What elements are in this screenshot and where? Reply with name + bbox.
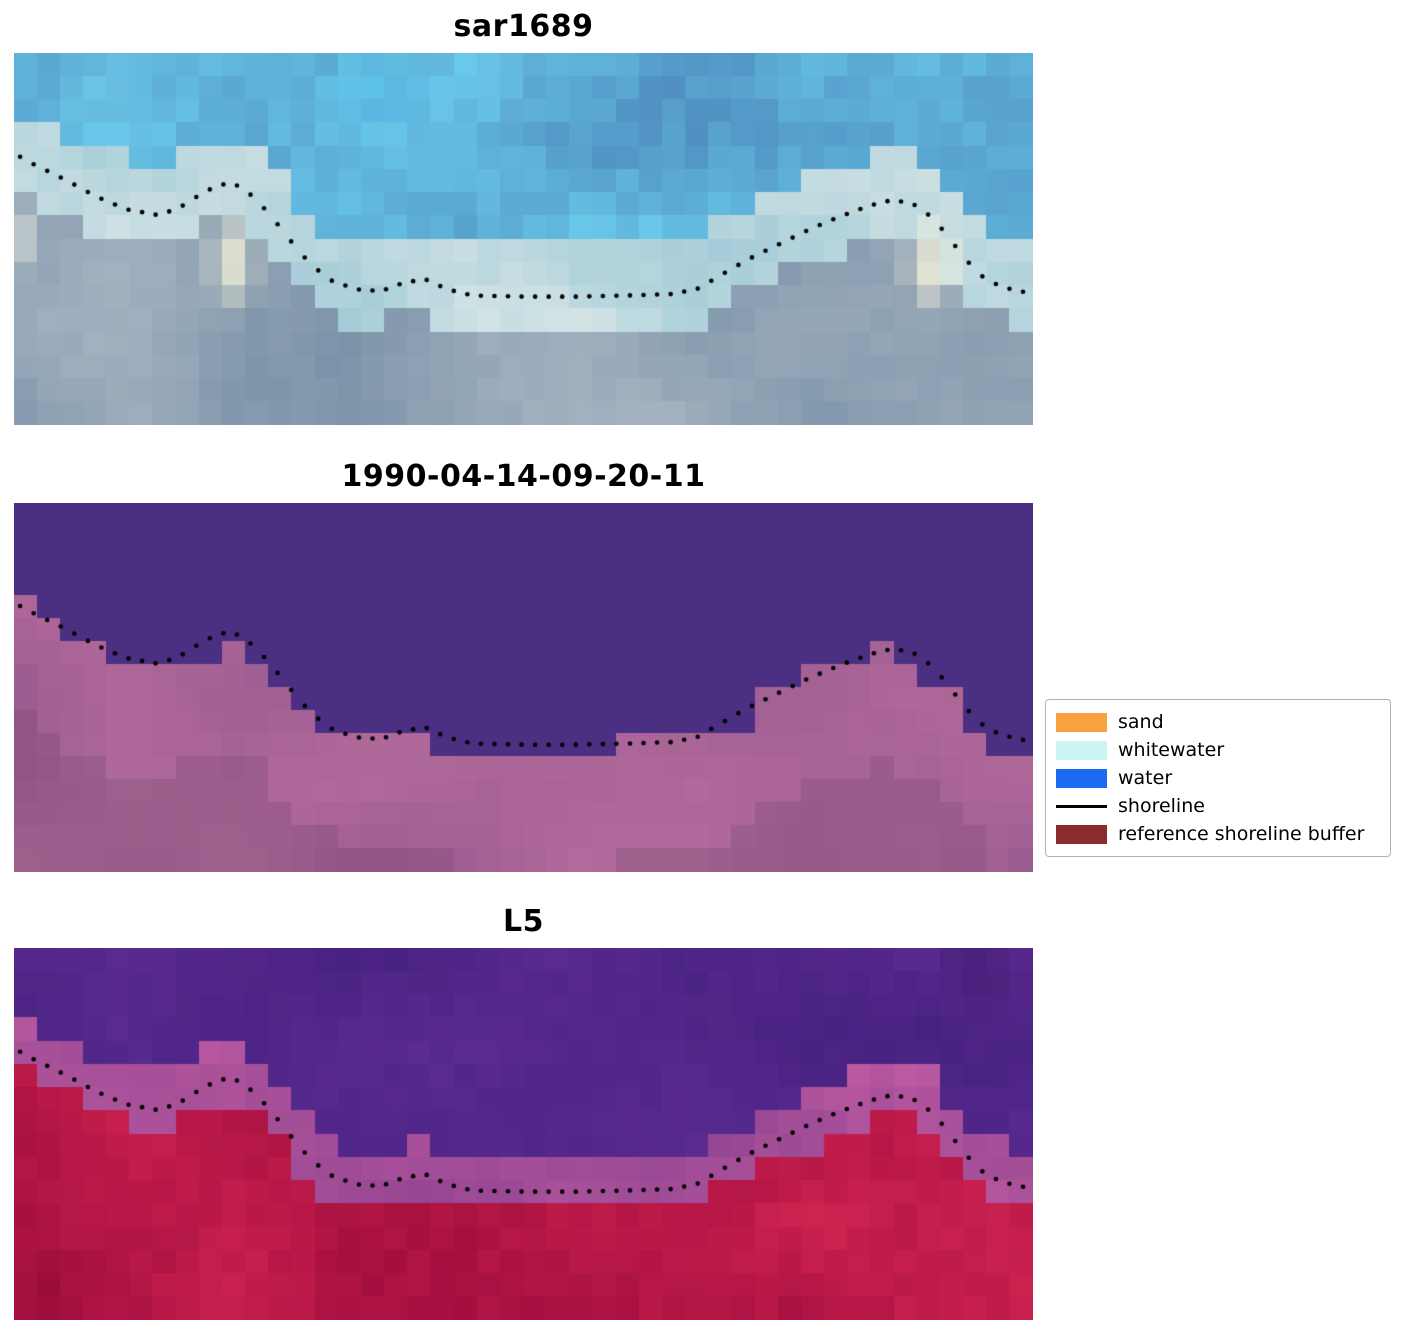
legend: sand whitewater water shoreline reference sh…: [1045, 699, 1391, 857]
classified-image-1990-04-14: [14, 503, 1033, 872]
satellite-image-l5: [14, 948, 1033, 1320]
legend-entry-shoreline: shoreline: [1056, 792, 1380, 820]
legend-label-sand: sand: [1118, 711, 1164, 733]
legend-entry-water: water: [1056, 764, 1380, 792]
legend-swatch-shoreline: [1056, 804, 1107, 808]
legend-label-water: water: [1118, 767, 1173, 789]
legend-entry-whitewater: whitewater: [1056, 736, 1380, 764]
legend-label-shoreline: shoreline: [1118, 795, 1205, 817]
legend-swatch-whitewater: [1056, 740, 1107, 760]
legend-label-whitewater: whitewater: [1118, 739, 1225, 761]
legend-label-reference-shoreline-buffer: reference shoreline buffer: [1118, 823, 1365, 845]
legend-swatch-reference-shoreline-buffer: [1056, 824, 1107, 844]
panel-title-l5: L5: [503, 904, 544, 939]
panel-title-classified: 1990-04-14-09-20-11: [341, 459, 706, 494]
legend-swatch-sand: [1056, 712, 1107, 732]
legend-entry-reference-shoreline-buffer: reference shoreline buffer: [1056, 820, 1380, 848]
panel-title-sar1689: sar1689: [453, 9, 594, 44]
legend-swatch-water: [1056, 768, 1107, 788]
legend-entry-sand: sand: [1056, 708, 1380, 736]
satellite-image-sar1689: [14, 53, 1033, 425]
